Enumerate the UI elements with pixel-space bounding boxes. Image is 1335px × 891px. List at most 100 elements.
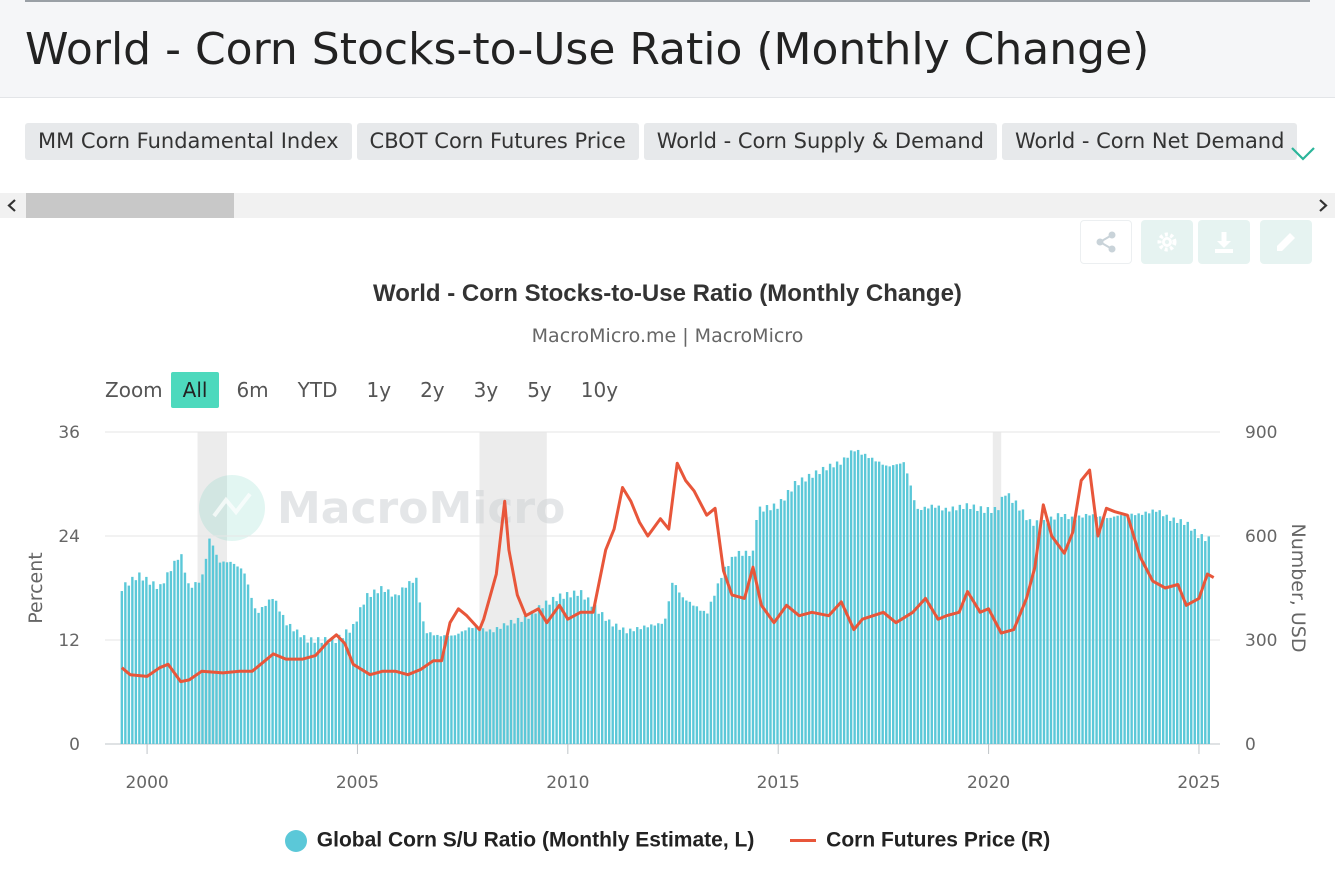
chevron-down-icon[interactable] [1290,143,1316,163]
su-ratio-bar [236,566,239,744]
su-ratio-bar [313,642,316,744]
su-ratio-bar [141,580,145,744]
zoom-ytd-button[interactable]: YTD [297,378,338,402]
su-ratio-bar [643,625,646,744]
su-ratio-bar [593,604,597,744]
su-ratio-bar [941,510,944,744]
su-ratio-bar [145,576,148,744]
zoom-3y-button[interactable]: 3y [473,378,499,402]
edit-button[interactable] [1260,220,1312,264]
su-ratio-bar [338,634,341,744]
edit-icon [1277,233,1295,251]
su-ratio-bar [937,505,940,744]
su-ratio-bar [527,618,530,744]
su-ratio-bar [1063,513,1067,744]
su-ratio-bar [1035,520,1039,744]
su-ratio-bar [422,621,425,744]
su-ratio-bar [814,470,818,744]
tab-mm-corn-fundamental-index[interactable]: MM Corn Fundamental Index [25,123,352,160]
su-ratio-bar [674,585,678,744]
su-ratio-bar [467,627,471,744]
su-ratio-bar [323,637,327,744]
legend-item-su-ratio[interactable]: Global Corn S/U Ratio (Monthly Estimate,… [284,828,755,852]
su-ratio-bar [509,619,513,744]
su-ratio-bar [671,582,674,744]
chart-subtitle: MacroMicro.me | MacroMicro [531,325,804,347]
zoom-2y-button[interactable]: 2y [420,378,445,402]
su-ratio-bar [695,606,699,744]
su-ratio-bar [457,633,460,744]
su-ratio-bar [723,566,727,744]
su-ratio-bar [1070,516,1074,744]
su-ratio-bar [653,625,656,744]
su-ratio-bar [825,470,828,744]
legend-label: Global Corn S/U Ratio (Monthly Estimate,… [316,828,755,852]
su-ratio-bar [590,606,593,744]
su-ratio-bar [650,624,653,744]
su-ratio-bar [1179,519,1182,744]
su-ratio-bar [913,500,916,744]
su-ratio-bar [800,477,804,744]
su-ratio-bar [776,508,779,744]
su-ratio-bar [681,597,685,744]
su-ratio-bar [990,512,993,744]
su-ratio-bar [516,617,520,744]
legend-line-marker [790,839,817,843]
su-ratio-bar [892,465,895,744]
su-ratio-bar [709,601,713,744]
su-ratio-bar [257,612,260,744]
zoom-all-button[interactable]: All [170,372,220,408]
su-ratio-bar [849,450,853,744]
legend-item-futures-price[interactable]: Corn Futures Price (R) [790,828,1050,852]
su-ratio-bar [302,635,306,744]
su-ratio-bar [471,628,474,744]
su-ratio-bar [541,608,544,744]
chevron-right-icon[interactable] [1310,193,1335,218]
related-tabs: MM Corn Fundamental Index CBOT Corn Futur… [25,123,1300,160]
scrollbar-thumb[interactable] [26,193,234,218]
y-axis-left-label: Percent [25,552,47,624]
su-ratio-bar [408,581,411,744]
zoom-10y-button[interactable]: 10y [580,378,619,402]
su-ratio-bar [260,607,264,744]
tab-world-corn-net-demand[interactable]: World - Corn Net Demand [1001,123,1298,160]
su-ratio-bar [380,586,383,744]
su-ratio-bar [874,461,877,744]
tabs-scrollbar[interactable] [0,193,1335,218]
su-ratio-bar [341,638,344,744]
su-ratio-bar [1011,502,1014,744]
su-ratio-bar [1039,525,1042,744]
su-ratio-bar [863,453,867,744]
su-ratio-bar [551,596,555,744]
su-ratio-bar [1130,513,1133,744]
su-ratio-bar [1190,530,1193,744]
zoom-5y-button[interactable]: 5y [527,378,552,402]
tab-cbot-corn-futures-price[interactable]: CBOT Corn Futures Price [356,123,639,160]
y-left-tick-label: 36 [58,423,80,443]
su-ratio-bar [636,627,639,744]
su-ratio-bar [1193,528,1196,744]
su-ratio-bar [366,593,369,744]
download-button[interactable] [1198,220,1250,264]
x-tick-label: 2005 [336,773,379,793]
su-ratio-bar [485,631,488,744]
page-title: World - Corn Stocks-to-Use Ratio (Monthl… [25,24,1150,75]
share-button[interactable] [1080,220,1132,264]
chart-title: World - Corn Stocks-to-Use Ratio (Monthl… [373,280,962,307]
su-ratio-bar [979,506,983,744]
chevron-left-icon[interactable] [0,193,25,218]
su-ratio-bar [1186,521,1189,744]
su-ratio-bar [846,457,849,744]
zoom-1y-button[interactable]: 1y [366,378,392,402]
su-ratio-bar [246,584,250,744]
settings-button[interactable] [1141,220,1193,264]
su-ratio-bar [976,510,979,744]
zoom-6m-button[interactable]: 6m [236,378,269,402]
su-ratio-bar [962,509,965,744]
su-ratio-bar [1042,520,1046,744]
gear-icon [1157,232,1177,252]
tab-world-corn-supply-demand[interactable]: World - Corn Supply & Demand [643,123,997,160]
su-ratio-bar [1028,519,1032,744]
su-ratio-bar [120,591,124,744]
